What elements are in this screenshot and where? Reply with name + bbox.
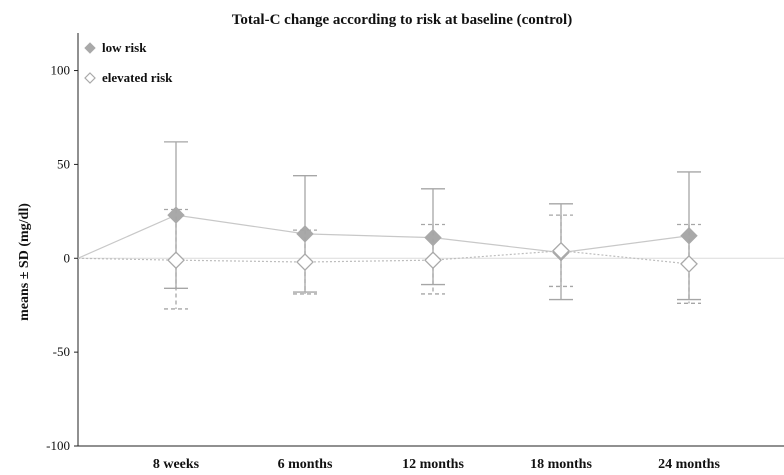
y-tick-label: 50: [57, 156, 70, 171]
data-point-marker: [552, 241, 570, 260]
x-tick-label: 18 months: [530, 457, 592, 472]
data-point-marker: [424, 251, 442, 270]
legend-label: low risk: [102, 40, 147, 55]
y-tick-label: -100: [46, 438, 70, 453]
data-point-marker: [167, 251, 185, 270]
y-tick-label: -50: [53, 344, 70, 359]
series-line: [77, 214, 690, 259]
series-low-risk: [77, 141, 701, 301]
legend-label: elevated risk: [102, 70, 173, 85]
x-tick-label: 24 months: [658, 457, 720, 472]
series-elevated-risk: [77, 208, 701, 310]
chart-title: Total-C change according to risk at base…: [232, 12, 572, 28]
data-point-marker: [680, 227, 698, 245]
y-tick-label: 0: [64, 250, 71, 265]
x-tick-label: 6 months: [278, 457, 333, 472]
series-line: [77, 250, 690, 265]
x-tick-label: 8 weeks: [153, 457, 200, 472]
data-point-marker: [167, 206, 185, 224]
y-tick-label: 100: [51, 63, 71, 78]
data-point-marker: [296, 253, 314, 271]
legend-marker: [84, 42, 96, 54]
legend: low risk elevated risk: [84, 40, 173, 85]
data-point-marker: [680, 254, 698, 273]
x-tick-label: 12 months: [402, 457, 464, 472]
legend-marker: [84, 72, 96, 84]
plot-area: -100 -50 0 50 100 8 weeks 6 months 12 months 18 …: [46, 33, 784, 472]
y-axis-label: means ± SD (mg/dl): [17, 203, 32, 321]
